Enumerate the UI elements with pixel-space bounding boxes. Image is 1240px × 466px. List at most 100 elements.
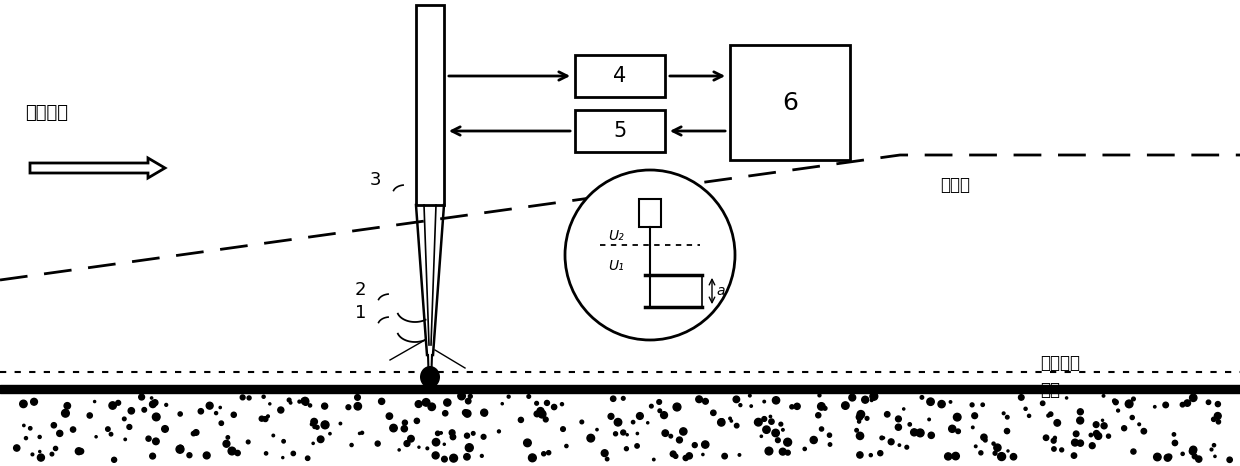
Circle shape bbox=[1054, 419, 1060, 426]
Circle shape bbox=[146, 436, 151, 441]
Circle shape bbox=[1065, 397, 1068, 399]
Circle shape bbox=[1214, 455, 1216, 458]
Circle shape bbox=[857, 452, 863, 458]
Circle shape bbox=[734, 424, 739, 428]
Circle shape bbox=[1141, 428, 1147, 434]
Circle shape bbox=[534, 411, 539, 417]
Circle shape bbox=[816, 413, 821, 418]
Circle shape bbox=[673, 454, 678, 459]
Circle shape bbox=[1040, 401, 1045, 405]
Circle shape bbox=[1078, 409, 1084, 415]
Circle shape bbox=[109, 402, 117, 409]
Circle shape bbox=[57, 431, 63, 437]
Circle shape bbox=[1216, 420, 1220, 424]
Circle shape bbox=[443, 443, 445, 445]
Circle shape bbox=[975, 445, 977, 448]
Circle shape bbox=[862, 396, 869, 403]
Circle shape bbox=[128, 408, 134, 414]
Circle shape bbox=[657, 400, 661, 404]
Circle shape bbox=[1132, 397, 1136, 401]
Polygon shape bbox=[30, 158, 165, 178]
Circle shape bbox=[450, 454, 458, 462]
Circle shape bbox=[686, 453, 692, 459]
Circle shape bbox=[779, 422, 782, 426]
Circle shape bbox=[179, 445, 182, 448]
Circle shape bbox=[916, 429, 924, 437]
Circle shape bbox=[547, 451, 551, 455]
Circle shape bbox=[29, 426, 32, 430]
Circle shape bbox=[463, 410, 469, 416]
Circle shape bbox=[378, 398, 384, 404]
Circle shape bbox=[301, 398, 304, 401]
Circle shape bbox=[1210, 448, 1213, 451]
Circle shape bbox=[763, 400, 765, 403]
Circle shape bbox=[673, 403, 681, 411]
Circle shape bbox=[38, 451, 41, 452]
Circle shape bbox=[288, 398, 291, 402]
Circle shape bbox=[780, 448, 786, 455]
Circle shape bbox=[301, 397, 309, 405]
Circle shape bbox=[281, 439, 285, 443]
Circle shape bbox=[878, 451, 883, 456]
Circle shape bbox=[1193, 454, 1197, 459]
Circle shape bbox=[469, 394, 472, 398]
Circle shape bbox=[854, 429, 858, 432]
Circle shape bbox=[636, 432, 639, 435]
Circle shape bbox=[1189, 394, 1197, 402]
Circle shape bbox=[661, 411, 667, 418]
Circle shape bbox=[870, 392, 878, 400]
Circle shape bbox=[1095, 432, 1101, 439]
Circle shape bbox=[621, 430, 626, 435]
Circle shape bbox=[1189, 448, 1197, 455]
Circle shape bbox=[760, 435, 763, 438]
Circle shape bbox=[1043, 435, 1049, 440]
Circle shape bbox=[527, 395, 531, 398]
Circle shape bbox=[755, 418, 763, 426]
Circle shape bbox=[1060, 448, 1064, 452]
Circle shape bbox=[895, 416, 901, 422]
Circle shape bbox=[857, 411, 864, 418]
Ellipse shape bbox=[420, 366, 440, 388]
Circle shape bbox=[880, 436, 884, 440]
Circle shape bbox=[1184, 400, 1190, 406]
Circle shape bbox=[458, 392, 465, 400]
Circle shape bbox=[749, 394, 751, 397]
Circle shape bbox=[1004, 429, 1009, 434]
Circle shape bbox=[828, 443, 832, 446]
Circle shape bbox=[402, 425, 408, 432]
Circle shape bbox=[993, 451, 997, 455]
Circle shape bbox=[929, 432, 935, 439]
Circle shape bbox=[518, 418, 523, 423]
Circle shape bbox=[62, 410, 69, 417]
Circle shape bbox=[534, 401, 538, 405]
Circle shape bbox=[259, 416, 264, 421]
Circle shape bbox=[419, 403, 422, 405]
Circle shape bbox=[51, 423, 57, 428]
Circle shape bbox=[631, 420, 635, 424]
Circle shape bbox=[247, 396, 250, 400]
Circle shape bbox=[820, 427, 823, 431]
Circle shape bbox=[264, 452, 268, 455]
Circle shape bbox=[228, 447, 236, 455]
Circle shape bbox=[952, 452, 960, 460]
Circle shape bbox=[883, 437, 884, 439]
Circle shape bbox=[87, 413, 92, 418]
Circle shape bbox=[564, 445, 568, 448]
Circle shape bbox=[702, 441, 709, 448]
Circle shape bbox=[198, 409, 203, 414]
Circle shape bbox=[22, 425, 25, 427]
Circle shape bbox=[981, 434, 987, 440]
Circle shape bbox=[418, 446, 420, 448]
Circle shape bbox=[671, 451, 676, 457]
Circle shape bbox=[176, 445, 184, 453]
Circle shape bbox=[215, 411, 218, 415]
Circle shape bbox=[761, 417, 766, 421]
Circle shape bbox=[219, 406, 222, 409]
Circle shape bbox=[1071, 453, 1076, 458]
Bar bbox=[575, 55, 665, 97]
Circle shape bbox=[278, 407, 284, 413]
Circle shape bbox=[124, 438, 126, 441]
Circle shape bbox=[95, 436, 97, 438]
Circle shape bbox=[303, 400, 309, 405]
Circle shape bbox=[317, 436, 324, 443]
